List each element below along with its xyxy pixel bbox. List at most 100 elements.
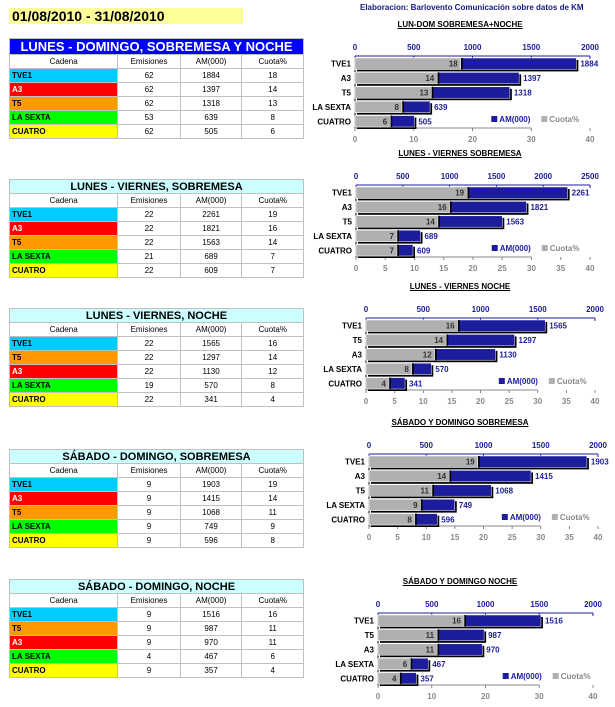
am-value-label: 2261 xyxy=(572,189,590,198)
column-header: Emisiones xyxy=(117,593,181,608)
cuota-cell: 11 xyxy=(241,621,304,636)
table-row: CUATRO 22 609 7 xyxy=(8,263,304,278)
category-label: CUATRO xyxy=(340,674,374,683)
am-cell: 639 xyxy=(179,110,243,125)
cuota-bar xyxy=(368,498,421,511)
column-header: Cuota% xyxy=(241,54,304,69)
am-value-label: 1903 xyxy=(591,458,609,467)
cuota-bar-shadow xyxy=(437,215,440,228)
channel-cell: LA SEXTA xyxy=(8,110,119,125)
table-title: LUNES - DOMINGO, SOBREMESA Y NOCHE xyxy=(9,38,304,55)
cuota-bar-shadow xyxy=(396,244,399,256)
category-label: T5 xyxy=(343,218,353,227)
emisiones-cell: 22 xyxy=(117,364,181,379)
cuota-value-label: 8 xyxy=(395,103,400,112)
table-row: TVE1 62 1884 18 xyxy=(8,68,304,83)
top-tick-label: 1000 xyxy=(477,600,495,609)
top-tick-label: 0 xyxy=(376,600,381,609)
cuota-value-label: 7 xyxy=(389,246,394,255)
channel-cell: T5 xyxy=(8,505,119,520)
emisiones-cell: 9 xyxy=(117,663,181,678)
am-cell: 1563 xyxy=(179,235,243,250)
bottom-tick-label: 0 xyxy=(354,264,359,273)
top-tick-label: 1000 xyxy=(441,172,459,181)
am-cell: 1565 xyxy=(179,336,243,351)
cuota-value-label: 7 xyxy=(389,232,394,241)
cuota-bar-shadow xyxy=(437,72,440,84)
emisiones-cell: 22 xyxy=(117,207,181,222)
bottom-tick-label: 40 xyxy=(589,692,598,701)
cuota-bar-shadow xyxy=(437,629,440,641)
emisiones-cell: 22 xyxy=(117,263,181,278)
column-header: Cuota% xyxy=(241,193,304,208)
cuota-bar xyxy=(377,629,438,642)
table-header-row: Cadena Emisiones AM(000) Cuota% xyxy=(8,54,304,69)
top-tick-label: 0 xyxy=(353,43,358,52)
table-row: LA SEXTA 53 639 8 xyxy=(8,110,304,125)
category-label: LA SEXTA xyxy=(326,501,365,510)
top-tick-label: 2000 xyxy=(589,441,607,450)
am-value-label: 970 xyxy=(486,646,500,655)
bottom-tick-label: 40 xyxy=(591,397,600,406)
bottom-tick-label: 10 xyxy=(422,533,431,542)
column-header: Cadena xyxy=(8,322,119,337)
emisiones-cell: 9 xyxy=(117,621,181,636)
audience-table: LUNES - VIERNES, SOBREMESA Cadena Emisione… xyxy=(8,179,304,278)
cuota-bar-shadow xyxy=(390,115,393,127)
cuota-bar-shadow xyxy=(449,470,452,482)
bar-chart: 0 500 1000 1500 2000 0 10 20 30 40 TVE1 1516 16 T5 987… xyxy=(305,577,615,707)
channel-cell: LA SEXTA xyxy=(8,378,119,393)
table-header-row: Cadena Emisiones AM(000) Cuota% xyxy=(8,322,304,337)
bottom-tick-label: 30 xyxy=(527,135,536,144)
am-cell: 1516 xyxy=(179,607,243,622)
category-label: TVE1 xyxy=(342,322,363,331)
category-label: TVE1 xyxy=(331,60,352,69)
bottom-tick-label: 30 xyxy=(533,397,542,406)
cuota-cell: 14 xyxy=(241,82,304,97)
legend-am-swatch xyxy=(498,378,505,384)
emisiones-cell: 9 xyxy=(117,519,181,534)
legend-cuota-label: Cuota% xyxy=(557,377,587,386)
bottom-tick-label: 10 xyxy=(427,692,436,701)
emisiones-cell: 22 xyxy=(117,392,181,407)
category-label: A3 xyxy=(341,74,352,83)
cuota-bar-shadow xyxy=(411,363,414,375)
top-tick-label: 500 xyxy=(407,43,421,52)
table-row: T5 62 1318 13 xyxy=(8,96,304,111)
channel-cell: CUATRO xyxy=(8,392,119,407)
am-cell: 1415 xyxy=(179,491,243,506)
cuota-bar xyxy=(365,348,435,361)
category-label: T5 xyxy=(365,631,375,640)
column-header: AM(000) xyxy=(179,54,243,69)
emisiones-cell: 9 xyxy=(117,533,181,548)
emisiones-cell: 22 xyxy=(117,336,181,351)
audience-table: SÁBADO - DOMINGO, SOBREMESA Cadena Emision… xyxy=(8,449,304,548)
table-title: SÁBADO - DOMINGO, SOBREMESA xyxy=(9,449,304,464)
cuota-bar xyxy=(377,643,438,656)
cuota-value-label: 18 xyxy=(449,60,458,69)
credit-note: Elaboracion: Barlovento Comunicación sob… xyxy=(360,3,584,12)
top-tick-label: 500 xyxy=(396,172,410,181)
cuota-cell: 14 xyxy=(241,491,304,506)
top-tick-label: 500 xyxy=(425,600,439,609)
cuota-value-label: 6 xyxy=(403,660,408,669)
table-row: TVE1 22 2261 19 xyxy=(8,207,304,222)
category-label: A3 xyxy=(342,203,353,212)
cuota-cell: 19 xyxy=(241,207,304,222)
cuota-value-label: 16 xyxy=(438,203,447,212)
emisiones-cell: 22 xyxy=(117,350,181,365)
category-label: CUATRO xyxy=(331,515,365,524)
cuota-value-label: 16 xyxy=(446,322,455,331)
bottom-tick-label: 30 xyxy=(527,264,536,273)
top-tick-label: 1500 xyxy=(532,441,550,450)
am-value-label: 1397 xyxy=(523,74,541,83)
bottom-tick-label: 20 xyxy=(468,135,477,144)
channel-cell: CUATRO xyxy=(8,663,119,678)
cuota-cell: 16 xyxy=(241,336,304,351)
chart-title: SÁBADO Y DOMINGO NOCHE xyxy=(402,577,518,586)
emisiones-cell: 22 xyxy=(117,221,181,236)
cuota-cell: 16 xyxy=(241,221,304,236)
cuota-bar-shadow xyxy=(457,320,460,332)
cuota-bar-shadow xyxy=(434,348,437,361)
bottom-tick-label: 30 xyxy=(535,692,544,701)
